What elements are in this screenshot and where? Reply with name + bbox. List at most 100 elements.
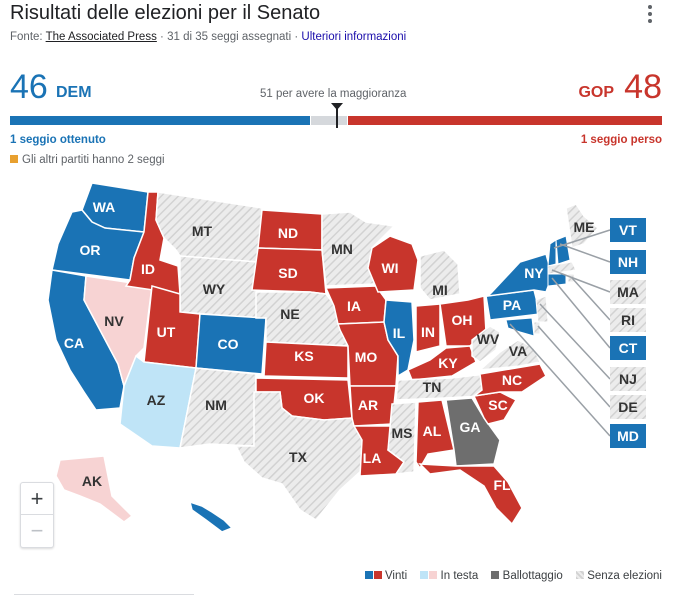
- divider: [14, 594, 194, 595]
- callout-line-ma: [551, 269, 611, 293]
- legend-none-label: Senza elezioni: [587, 570, 662, 582]
- more-options-icon[interactable]: [640, 2, 660, 24]
- state-ct[interactable]: [547, 273, 567, 287]
- source-agency-link[interactable]: The Associated Press: [45, 31, 157, 43]
- callout-box-nj[interactable]: [610, 367, 646, 391]
- state-label-al: AL: [423, 423, 442, 439]
- state-label-sc: SC: [488, 397, 507, 413]
- gop-label: GOP: [578, 84, 614, 101]
- map-zoom-control: + −: [20, 482, 54, 548]
- state-wv[interactable]: [471, 325, 501, 363]
- state-label-mt: MT: [192, 223, 213, 239]
- callout-box-ct[interactable]: [610, 336, 646, 360]
- dem-seat-count: 46: [10, 68, 48, 106]
- callout-box-nh[interactable]: [610, 250, 646, 274]
- state-label-mn: MN: [331, 241, 353, 257]
- callout-line-nh: [559, 243, 611, 263]
- state-label-ok: OK: [304, 390, 325, 406]
- state-label-oh: OH: [452, 312, 473, 328]
- state-de[interactable]: [533, 321, 541, 335]
- zoom-in-button[interactable]: +: [30, 486, 44, 511]
- state-label-id: ID: [141, 261, 155, 277]
- zoom-out-button[interactable]: −: [21, 514, 53, 546]
- legend-runoff-swatch: [491, 571, 500, 579]
- state-label-ak: AK: [82, 473, 102, 489]
- state-mi[interactable]: [419, 249, 461, 301]
- state-label-nc: NC: [502, 372, 522, 388]
- state-wi[interactable]: [367, 235, 419, 293]
- callout-label-ct: CT: [619, 340, 638, 356]
- legend-dem-swatch: [364, 571, 373, 579]
- state-tx[interactable]: [234, 391, 363, 521]
- majority-marker-arrow-icon: [331, 103, 343, 110]
- majority-threshold-text: 51 per avere la maggioranza: [260, 88, 407, 100]
- legend-none-swatch: [575, 571, 584, 579]
- state-ks[interactable]: [263, 341, 349, 379]
- legend-runoff-label: Ballottaggio: [502, 570, 563, 582]
- state-label-fl: FL: [493, 477, 511, 493]
- legend-dem-lead-swatch: [420, 571, 429, 579]
- callout-line-md: [509, 323, 611, 437]
- state-label-il: IL: [393, 325, 406, 341]
- state-label-ca: CA: [64, 335, 84, 351]
- state-label-wa: WA: [93, 199, 116, 215]
- state-ms[interactable]: [387, 401, 417, 475]
- state-md[interactable]: [505, 317, 535, 337]
- state-hi[interactable]: [188, 500, 234, 533]
- legend-none: Senza elezioni: [575, 570, 662, 582]
- callout-label-ri: RI: [621, 312, 635, 328]
- callout-label-ma: MA: [617, 284, 639, 300]
- state-ar[interactable]: [349, 385, 397, 427]
- state-label-ga: GA: [460, 419, 481, 435]
- callout-line-ct: [551, 277, 611, 349]
- state-nh[interactable]: [555, 235, 571, 265]
- state-label-ks: KS: [294, 348, 313, 364]
- state-il[interactable]: [383, 299, 415, 378]
- more-info-link[interactable]: Ulteriori informazioni: [301, 31, 407, 43]
- state-co[interactable]: [195, 313, 267, 375]
- dem-label: DEM: [56, 84, 92, 101]
- state-label-ny: NY: [524, 265, 544, 281]
- seats-assigned-text: 31 di 35 seggi assegnati: [167, 31, 292, 43]
- callout-box-ri[interactable]: [610, 308, 646, 332]
- callout-box-md[interactable]: [610, 424, 646, 448]
- callout-box-ma[interactable]: [610, 280, 646, 304]
- callout-box-de[interactable]: [610, 395, 646, 419]
- state-nc[interactable]: [473, 363, 547, 397]
- callout-label-nj: NJ: [619, 371, 637, 387]
- callout-line-ri: [571, 277, 611, 321]
- source-prefix: Fonte:: [10, 31, 43, 43]
- state-label-la: LA: [363, 450, 382, 466]
- source-separator: ·: [294, 31, 299, 43]
- callout-box-vt[interactable]: [610, 218, 646, 242]
- callout-label-de: DE: [618, 399, 637, 415]
- other-parties-note: Gli altri partiti hanno 2 seggi: [10, 154, 165, 166]
- state-al[interactable]: [415, 399, 455, 470]
- state-nm[interactable]: [179, 367, 257, 449]
- legend-gop-lead-swatch: [429, 571, 438, 579]
- seat-balance-bar: [10, 103, 662, 128]
- state-ak[interactable]: [55, 455, 134, 523]
- callout-label-md: MD: [617, 428, 639, 444]
- dem-seat-change: 1 seggio ottenuto: [10, 134, 106, 146]
- state-ga[interactable]: [445, 397, 501, 467]
- state-label-me: ME: [574, 219, 595, 235]
- state-va[interactable]: [477, 339, 542, 371]
- state-label-or: OR: [80, 242, 101, 258]
- state-vt[interactable]: [547, 239, 557, 267]
- state-label-in: IN: [421, 324, 435, 340]
- state-label-wi: WI: [381, 260, 398, 276]
- state-fl[interactable]: [418, 463, 523, 526]
- legend-won: Vinti: [364, 570, 411, 582]
- callout-label-vt: VT: [619, 222, 637, 238]
- state-label-nm: NM: [205, 397, 227, 413]
- callout-label-nh: NH: [618, 254, 638, 270]
- state-label-va: VA: [509, 343, 527, 359]
- legend-runoff: Ballottaggio: [491, 570, 566, 582]
- state-label-mo: MO: [355, 349, 378, 365]
- state-nj[interactable]: [535, 295, 549, 323]
- state-in[interactable]: [415, 303, 441, 353]
- undecided-bar-segment: [311, 116, 347, 125]
- state-label-wy: WY: [203, 281, 226, 297]
- other-parties-swatch: [10, 155, 18, 163]
